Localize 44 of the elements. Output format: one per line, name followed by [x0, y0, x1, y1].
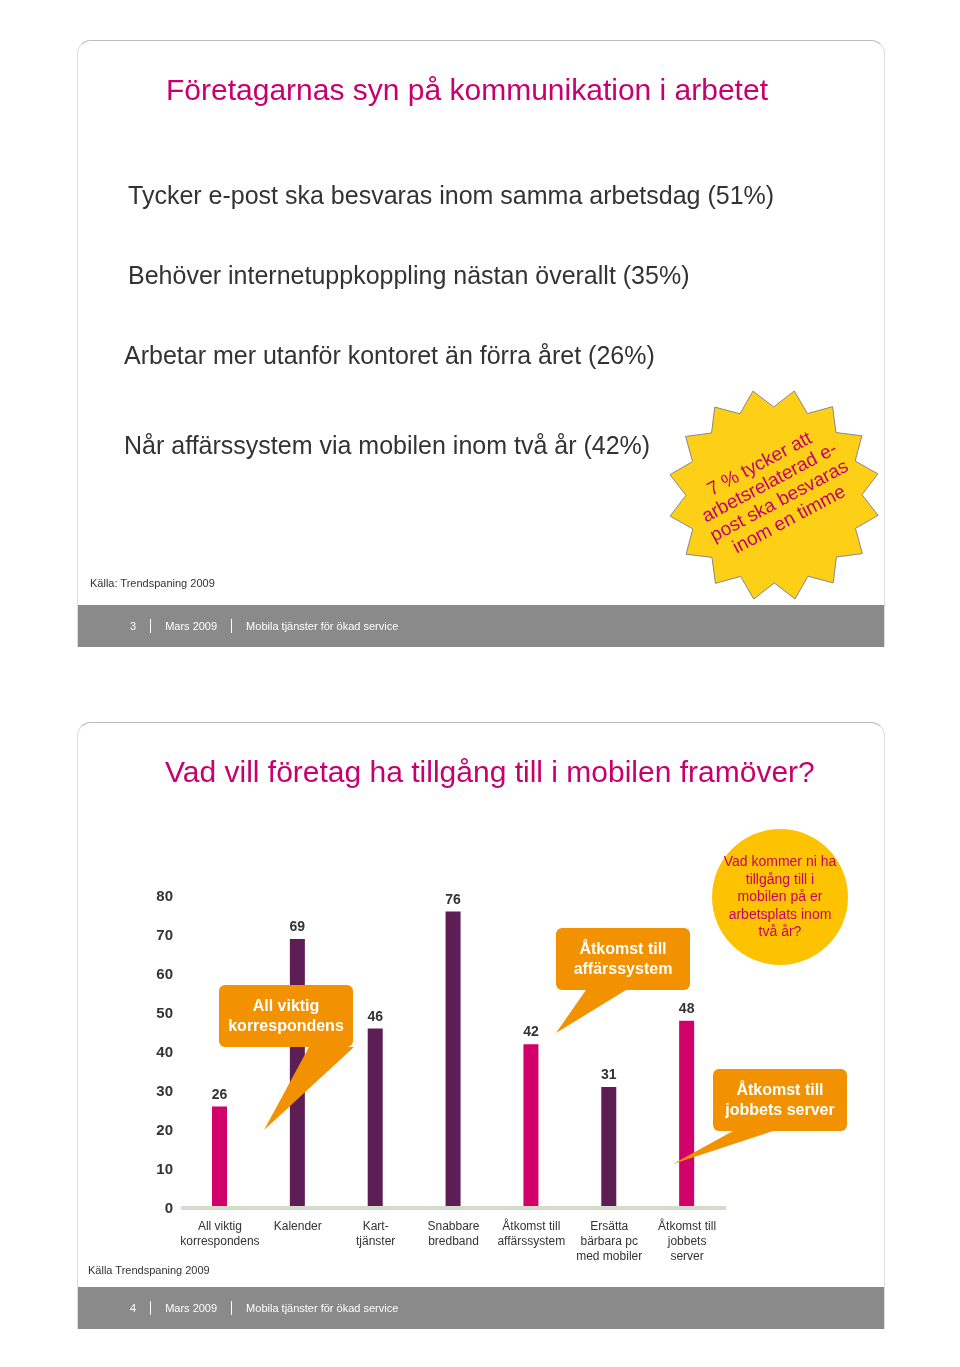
text: 3 — [130, 620, 137, 632]
x-tick-label: Kalender — [273, 1219, 322, 1233]
text: Mars 2009 — [165, 1302, 218, 1314]
y-tick-label: 50 — [156, 1004, 173, 1022]
text: Mobila tjänster för ökad service — [246, 1302, 399, 1314]
y-tick-label: 20 — [156, 1121, 173, 1139]
x-tick-label: Ersätta bärbara pc med mobiler — [576, 1219, 643, 1263]
bar — [679, 1020, 695, 1208]
y-tick-label: 40 — [156, 1043, 173, 1061]
x-tick-label: Åtkomst till jobbets server — [658, 1218, 717, 1263]
text: Behöver internetuppkoppling nästan överallt (35%) — [128, 261, 690, 290]
y-tick-label: 60 — [156, 965, 173, 983]
data-label: 48 — [678, 999, 695, 1016]
y-tick-label: 80 — [156, 887, 173, 905]
y-tick-label: 70 — [156, 926, 173, 944]
data-label: 46 — [367, 1007, 384, 1024]
x-tick-label: All viktig korrespondens — [180, 1219, 260, 1248]
x-tick-label: Åtkomst till affärssystem — [497, 1218, 566, 1248]
bar — [445, 911, 461, 1208]
data-label: 76 — [445, 890, 462, 907]
text: Tycker e-post ska besvaras inom samma arbetsdag (51%) — [128, 181, 775, 210]
data-label: 42 — [523, 1023, 539, 1040]
text: Källa: Trendspaning 2009 — [90, 577, 215, 589]
bar — [523, 1044, 539, 1208]
text: Mars 2009 — [165, 620, 218, 632]
y-tick-label: 10 — [156, 1160, 173, 1178]
data-label: 69 — [289, 917, 306, 934]
text: Når affärssystem via mobilen inom två år (42%) — [124, 431, 651, 460]
text: 4 — [130, 1302, 137, 1314]
text: Arbetar mer utanför kontoret än förra året (26%) — [124, 341, 655, 370]
data-label: 26 — [211, 1085, 228, 1102]
bar — [367, 1028, 383, 1208]
y-tick-label: 0 — [164, 1199, 173, 1217]
data-label: 31 — [601, 1066, 617, 1083]
text: Företagarnas syn på kommunikation i arbetet — [166, 73, 768, 107]
bar — [601, 1087, 617, 1208]
bar — [212, 1106, 227, 1208]
x-tick-label: Snabbare bredband — [427, 1219, 480, 1248]
text: Mobila tjänster för ökad service — [246, 620, 399, 632]
x-tick-label: Kart-tjänster — [355, 1219, 396, 1248]
chart-title: Vad vill företag ha tillgång till i mobilen framöver? — [165, 755, 815, 789]
y-tick-label: 30 — [156, 1082, 173, 1100]
circle-badge: Vad kommer ni ha tillgång till i mobilen på er arbetsplats inom två år? — [712, 829, 848, 965]
text: Källa Trendspaning 2009 — [88, 1264, 210, 1276]
